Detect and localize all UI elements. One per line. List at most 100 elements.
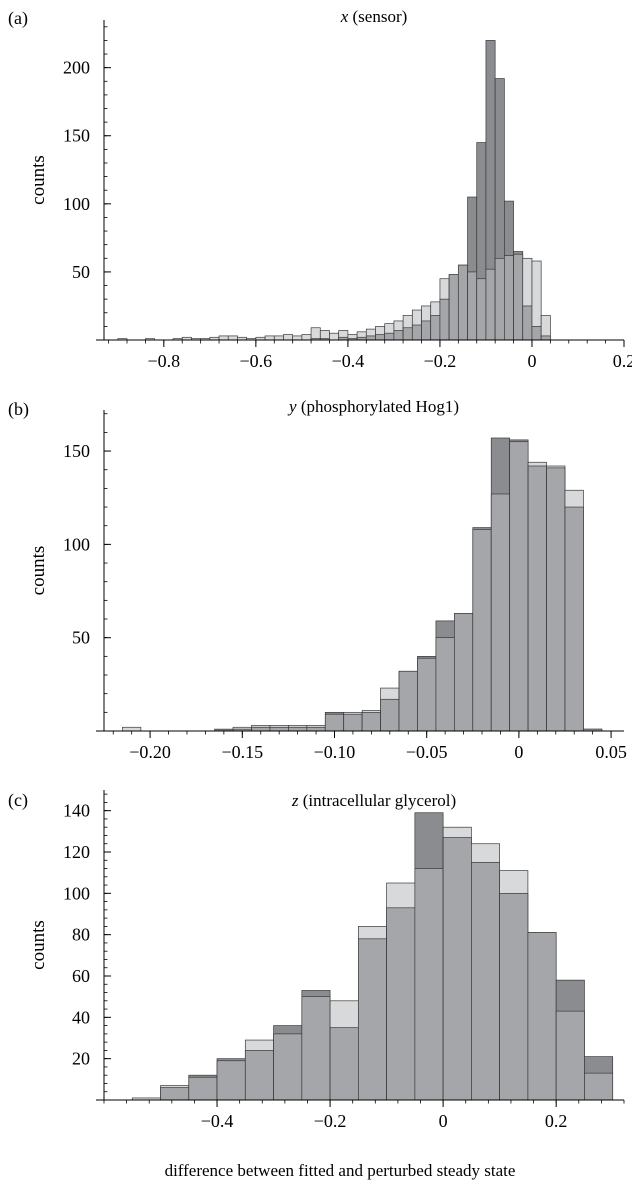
y-tick-label: 200 <box>63 58 90 78</box>
bar-overlap-17 <box>435 637 455 732</box>
x-tick-label: 0 <box>527 351 536 371</box>
bar-overlap-13 <box>471 861 501 1101</box>
bar-overlap-10 <box>386 907 416 1101</box>
bar-overlap-28 <box>375 334 386 341</box>
title-variable: x <box>340 7 349 26</box>
bar-light-0 <box>122 726 142 732</box>
x-axis-label: difference between fitted and perturbed … <box>165 1161 516 1180</box>
panel-title: y (phosphorylated Hog1) <box>287 397 459 416</box>
panel-label: (a) <box>8 8 28 29</box>
bar-overlap-10 <box>306 726 326 732</box>
bar-overlap-15 <box>527 932 557 1101</box>
title-variable: y <box>287 397 297 416</box>
x-tick-label: 0 <box>514 742 523 762</box>
bar-overlap-21 <box>509 441 529 732</box>
x-tick-label: −0.4 <box>332 351 365 371</box>
x-tick-label: −0.05 <box>406 742 448 762</box>
bar-overlap-45 <box>531 326 542 341</box>
bar-overlap-22 <box>527 465 547 732</box>
bar-overlap-44 <box>522 305 533 341</box>
x-tick-label: 0.05 <box>595 742 627 762</box>
bar-overlap-14 <box>380 698 400 732</box>
bar-overlap-37 <box>457 264 468 341</box>
bar-overlap-23 <box>546 467 566 732</box>
x-tick-label: −0.8 <box>147 351 180 371</box>
bar-overlap-7 <box>251 726 271 732</box>
bars-group <box>131 812 614 1101</box>
y-tick-label: 100 <box>63 534 90 554</box>
panel-title: x (sensor) <box>340 7 408 26</box>
x-tick-label: −0.10 <box>314 742 356 762</box>
bar-overlap-9 <box>357 938 387 1101</box>
x-tick-label: −0.15 <box>221 742 263 762</box>
y-tick-label: 140 <box>63 801 90 821</box>
panel-title: z (intracellular glycerol) <box>291 791 456 810</box>
panel-label: (c) <box>8 790 28 811</box>
bar-light-21 <box>310 327 321 341</box>
panel-1: −0.8 −0.6 −0.4 −0.2 0 0.2 50 100 150 200 (a) x (sen… <box>8 7 632 371</box>
y-tick-label: 150 <box>63 441 90 461</box>
bar-overlap-16 <box>555 1010 585 1101</box>
x-tick-label: −0.2 <box>314 1111 347 1131</box>
bar-overlap-34 <box>430 315 441 341</box>
bar-overlap-8 <box>269 726 289 732</box>
bar-light-11 <box>218 335 229 341</box>
bar-overlap-3 <box>188 1076 218 1101</box>
bar-light-19 <box>292 335 303 341</box>
bar-overlap-32 <box>411 324 422 341</box>
x-tick-label: −0.4 <box>201 1111 234 1131</box>
bar-overlap-41 <box>494 257 505 341</box>
bar-overlap-33 <box>421 320 432 341</box>
bar-overlap-13 <box>361 711 381 732</box>
bar-overlap-2 <box>160 1087 190 1101</box>
y-axis-label: counts <box>28 920 49 970</box>
bar-overlap-17 <box>584 1072 614 1101</box>
y-tick-label: 100 <box>63 194 90 214</box>
title-variable: z <box>291 791 299 810</box>
bar-light-16 <box>264 335 275 341</box>
bar-overlap-12 <box>343 713 363 732</box>
panel-3: −0.4 −0.2 0 0.2 20 40 60 80 100 120 140 (c) z (intra… <box>8 790 625 1131</box>
bar-overlap-7 <box>301 996 331 1101</box>
y-tick-label: 20 <box>72 1049 90 1069</box>
x-tick-label: 0.2 <box>545 1111 568 1131</box>
bar-overlap-8 <box>329 1027 359 1101</box>
y-axis-label: counts <box>28 546 49 596</box>
bar-light-12 <box>227 335 238 341</box>
y-tick-label: 60 <box>72 966 90 986</box>
panel-label: (b) <box>8 399 29 420</box>
panel-2: −0.20 −0.15 −0.10 −0.05 0 0.05 50 100 150 (b) y (p… <box>8 397 627 762</box>
bar-overlap-9 <box>288 726 308 732</box>
bar-overlap-35 <box>439 298 450 341</box>
x-tick-label: 0.2 <box>613 351 632 371</box>
bar-overlap-29 <box>384 332 395 341</box>
y-axis-label: counts <box>28 155 49 205</box>
bar-overlap-43 <box>513 253 524 341</box>
bar-overlap-40 <box>485 268 496 341</box>
bar-overlap-14 <box>499 892 529 1101</box>
bar-light-20 <box>301 334 312 341</box>
bar-overlap-46 <box>540 335 551 341</box>
bar-light-23 <box>329 332 340 341</box>
y-tick-label: 50 <box>72 628 90 648</box>
y-tick-label: 40 <box>72 1007 90 1027</box>
title-description: (phosphorylated Hog1) <box>297 397 459 416</box>
bar-light-17 <box>273 335 284 341</box>
x-tick-label: −0.6 <box>240 351 273 371</box>
bar-overlap-38 <box>467 271 478 341</box>
bar-overlap-16 <box>417 657 437 732</box>
bar-overlap-24 <box>564 506 584 732</box>
y-tick-label: 150 <box>63 126 90 146</box>
y-tick-label: 120 <box>63 842 90 862</box>
y-tick-label: 80 <box>72 925 90 945</box>
bar-overlap-36 <box>448 274 459 341</box>
bar-overlap-4 <box>216 1060 246 1101</box>
bar-overlap-19 <box>472 529 492 732</box>
y-tick-label: 50 <box>72 262 90 282</box>
bars-group <box>117 40 551 341</box>
x-tick-label: −0.20 <box>129 742 171 762</box>
x-tick-label: −0.2 <box>424 351 457 371</box>
title-description: (sensor) <box>348 7 407 26</box>
bar-overlap-39 <box>476 278 487 341</box>
